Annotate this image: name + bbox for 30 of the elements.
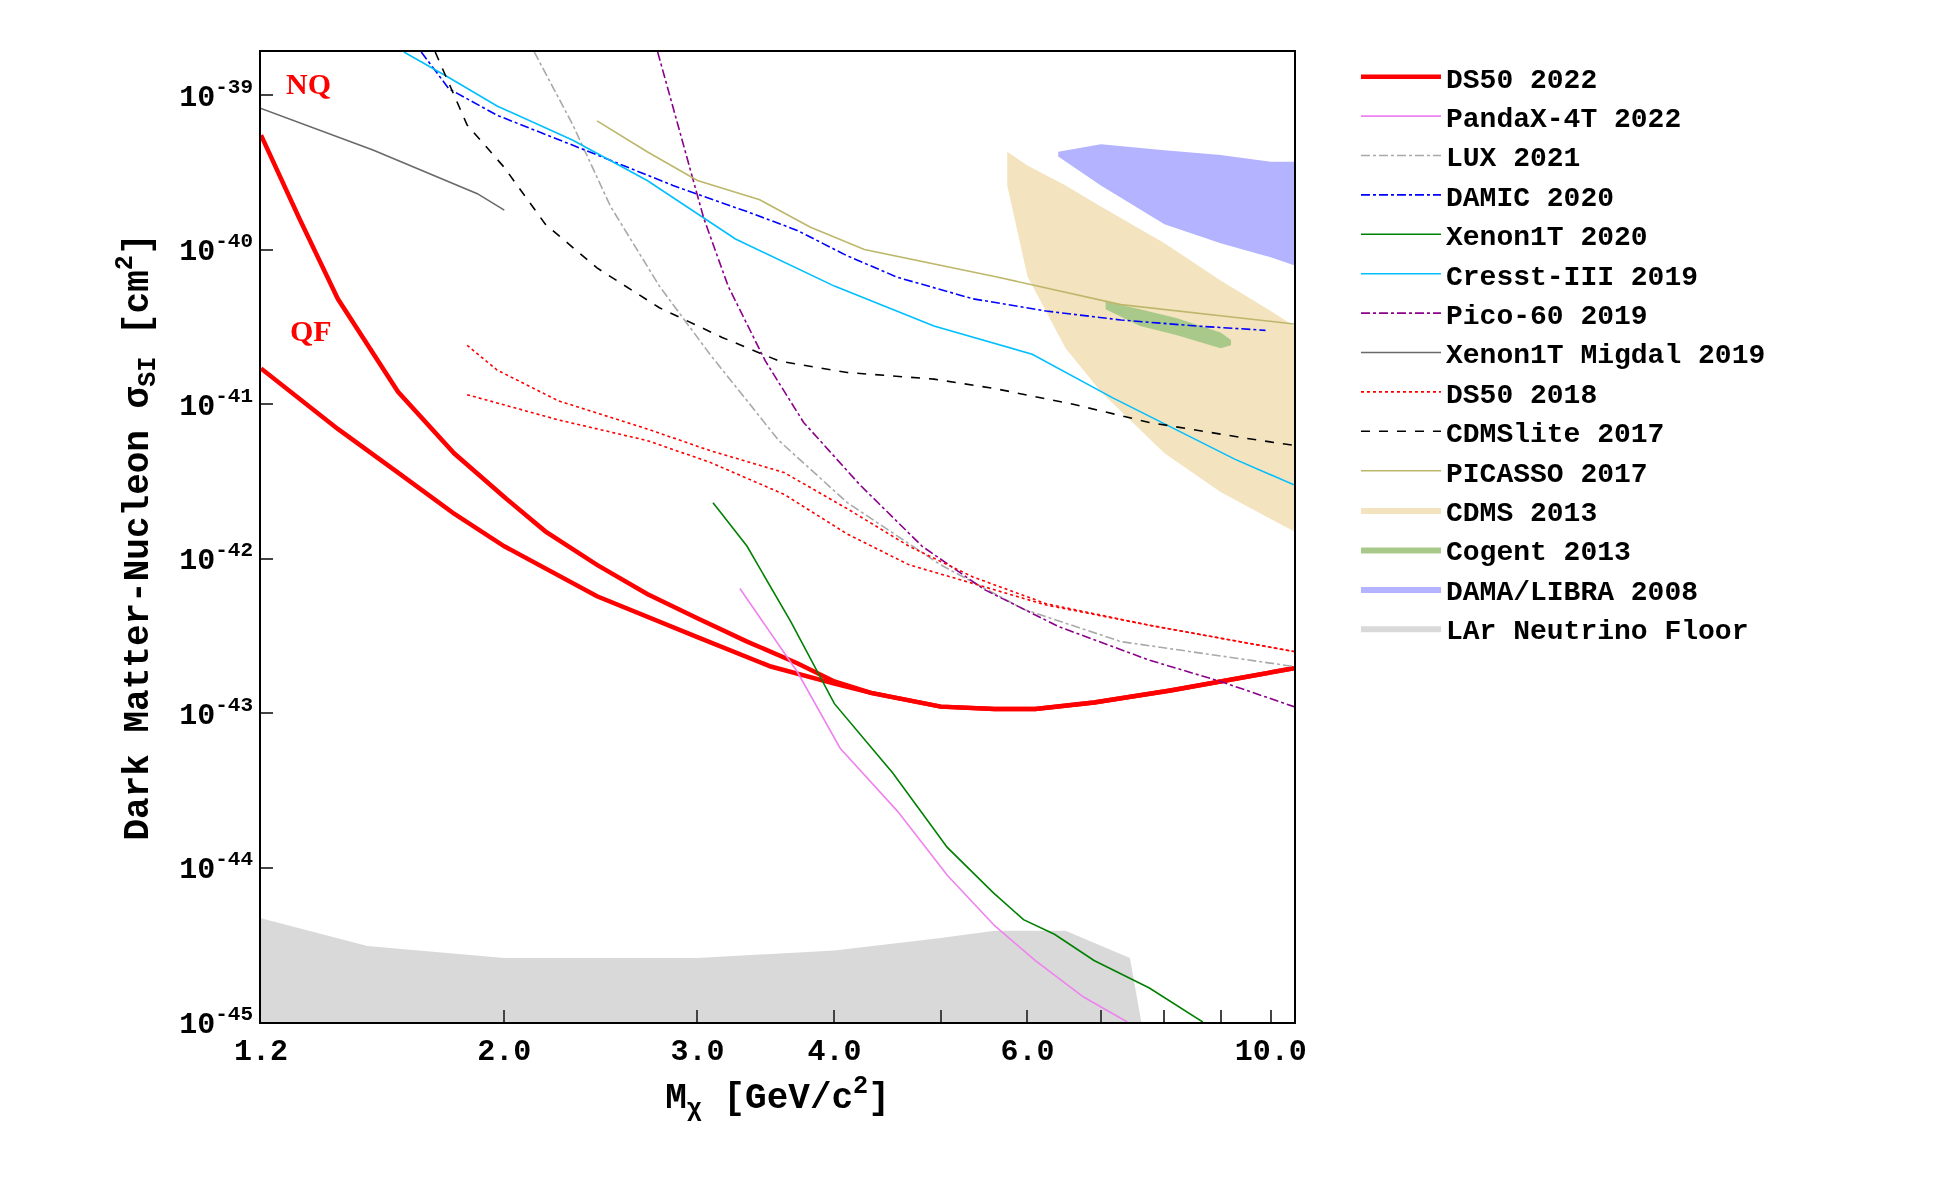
legend-label: Cogent 2013	[1445, 537, 1631, 569]
legend-label: LUX 2021	[1445, 143, 1581, 175]
legend-label: Xenon1T Migdal 2019	[1445, 340, 1766, 372]
y-tick-label: 10$^{-39}$	[179, 75, 253, 115]
legend-label: PandaX-4T 2022	[1445, 104, 1682, 136]
y-tick-label: 10$^{-43}$	[179, 693, 253, 733]
legend-label: DAMIC 2020	[1445, 182, 1615, 214]
y-tick-label: 10$^{-42}$	[179, 539, 253, 579]
legend-label: DS50 2018	[1445, 379, 1598, 411]
x-tick-label: 4.0	[807, 1035, 862, 1069]
x-tick-label: 1.2	[233, 1035, 289, 1069]
y-tick-label: 10$^{-41}$	[179, 384, 253, 424]
annotation: QF	[290, 314, 332, 347]
x-tick-label: 10.0	[1234, 1035, 1307, 1069]
x-tick-label: 6.0	[1000, 1035, 1055, 1069]
x-tick-label: 2.0	[477, 1035, 532, 1069]
x-tick-label: 3.0	[670, 1035, 725, 1069]
x-axis-title: M$_{χ}$ [GeV/c$^{2}$]	[665, 1072, 890, 1124]
y-tick-label: 10$^{-44}$	[179, 848, 253, 888]
legend-label: PICASSO 2017	[1445, 458, 1648, 490]
legend-label: Xenon1T 2020	[1445, 222, 1648, 254]
annotation: NQ	[286, 67, 331, 100]
legend-label: DAMA/LIBRA 2008	[1445, 576, 1699, 608]
legend-label: Cresst-III 2019	[1445, 261, 1699, 293]
legend-label: DS50 2022	[1445, 64, 1598, 96]
legend-label: Pico-60 2019	[1445, 301, 1648, 333]
y-tick-label: 10$^{-40}$	[179, 230, 253, 270]
legend-label: CDMS 2013	[1445, 498, 1598, 530]
legend-label: CDMSlite 2017	[1445, 419, 1665, 451]
legend-label: LAr Neutrino Floor	[1445, 616, 1749, 648]
